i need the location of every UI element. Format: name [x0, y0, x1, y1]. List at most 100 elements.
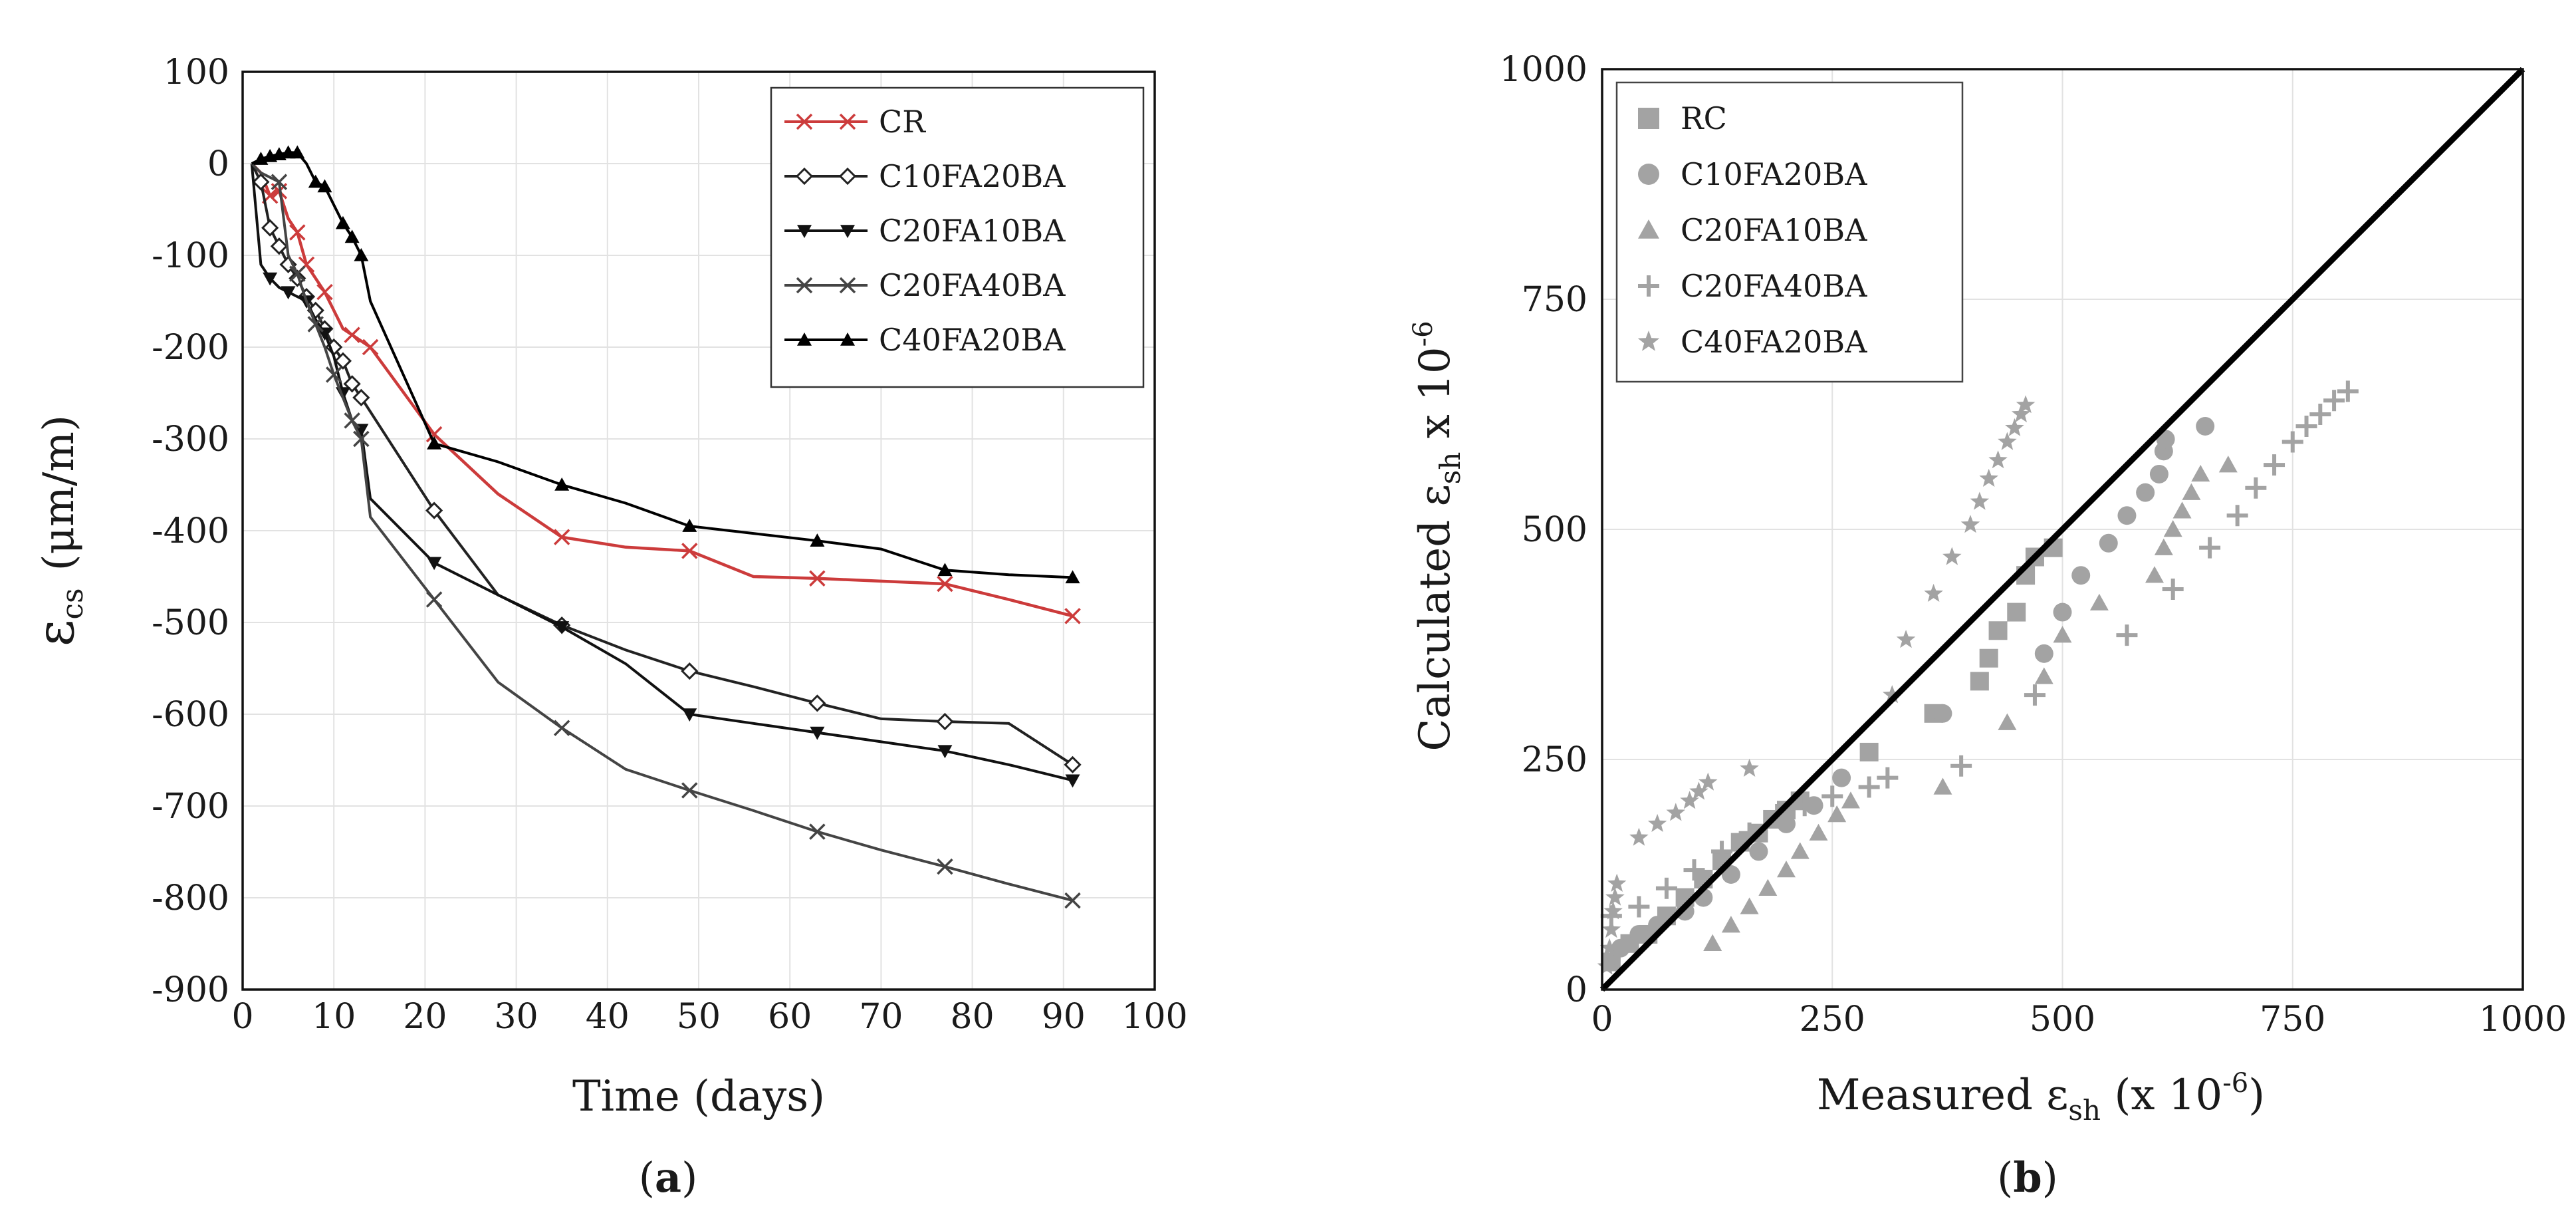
chart-a-point-C20FA40BA — [553, 720, 570, 736]
chart-b-point-C20FA40BA — [2162, 578, 2184, 600]
chart-b-point-RC — [2007, 603, 2026, 622]
chart-b-y-tick-label: 0 — [1566, 970, 1587, 1010]
chart-b-point-C20FA40BA — [2116, 624, 2138, 646]
chart-b-point-C10FA20BA — [2099, 533, 2118, 553]
chart-b-point-C40FA20BA — [1698, 772, 1718, 791]
chart-a-legend-marker-C20FA40BA-stroke — [796, 277, 813, 294]
chart-a-point-C20FA40BA — [809, 823, 826, 840]
chart-a-y-axis-label: εcs(μm/m) — [26, 415, 90, 646]
chart-a-point-C10FA20BA — [425, 501, 443, 519]
chart-b-point-C20FA40BA-stroke — [1858, 776, 1880, 798]
chart-a-point-C20FA10BA — [263, 272, 278, 286]
chart-b-point-C20FA40BA — [2295, 415, 2317, 437]
chart-b-point-RC — [1859, 742, 1879, 761]
chart-b-y-tick-label: 250 — [1522, 740, 1587, 780]
chart-a-point-C10FA20BA — [270, 237, 289, 255]
chart-b-point-C40FA20BA — [1883, 685, 1902, 704]
chart-b-y-tick-label: 1000 — [1500, 50, 1587, 90]
chart-b-point-C20FA10BA — [2218, 456, 2238, 473]
chart-b-point-C40FA20BA — [1988, 450, 2008, 469]
chart-b-point-C20FA40BA — [2264, 454, 2285, 476]
chart-a-x-tick-label: 0 — [231, 997, 253, 1037]
chart-b-point-C20FA40BA-stroke — [2323, 390, 2345, 412]
chart-b-point-C20FA10BA — [1721, 916, 1740, 933]
chart-b-x-tick-label: 750 — [2260, 1000, 2325, 1039]
chart-b-y-tick-label: 500 — [1522, 510, 1587, 550]
chart-a-point-C20FA40BA — [325, 366, 342, 383]
chart-a-point-C20FA40BA-stroke — [553, 720, 570, 736]
chart-b-point-C20FA10BA — [2154, 538, 2173, 555]
chart-a-y-tick-label: 0 — [207, 144, 229, 184]
chart-b-point-C20FA10BA — [2172, 501, 2192, 519]
chart-b-point-C20FA40BA-stroke — [2337, 380, 2359, 402]
chart-a-y-tick-label: 100 — [164, 53, 229, 92]
chart-b-legend-box — [1615, 81, 1964, 383]
chart-b-point-C40FA20BA — [1896, 630, 1916, 648]
chart-b-legend-marker-C10FA20BA — [1638, 164, 1659, 185]
chart-b-point-C20FA40BA-stroke — [2024, 684, 2046, 706]
chart-a-point-CR-stroke — [553, 529, 570, 545]
chart-b-point-C20FA40BA-stroke — [2295, 415, 2317, 437]
chart-b-point-C20FA10BA — [2034, 667, 2053, 684]
chart-a-legend-marker-C20FA40BA — [839, 277, 856, 294]
chart-b-point-C20FA10BA — [1740, 897, 1759, 914]
chart-b-point-C20FA10BA — [1777, 861, 1796, 878]
chart-a-point-C40FA20BA — [290, 145, 305, 159]
chart-a-point-C20FA40BA-stroke — [289, 265, 306, 282]
chart-a-point-C20FA10BA — [281, 286, 296, 300]
chart-a-legend-marker-CR-stroke — [839, 113, 856, 130]
chart-b-point-C40FA20BA — [1607, 873, 1627, 892]
chart-a-point-C20FA40BA-stroke — [1064, 892, 1081, 909]
chart-a-point-CR — [681, 543, 698, 559]
chart-b-plot-frame — [1601, 68, 2524, 991]
chart-a-point-CR-stroke — [344, 327, 360, 343]
chart-a-y-tick-labels: 100 0 -100 -200 -300 -400 -500 -600 -700 -800 -900 — [152, 53, 229, 1010]
chart-a-point-C20FA40BA-stroke — [937, 858, 953, 875]
chart-a-point-C10FA20BA — [261, 219, 279, 237]
chart-a-point-CR — [289, 224, 306, 241]
chart-b-point-C20FA40BA-stroke — [2245, 477, 2267, 499]
chart-b-point-C40FA20BA — [2011, 404, 2031, 423]
chart-b-point-C20FA10BA — [1933, 777, 1952, 795]
chart-b-point-C40FA20BA — [1680, 791, 1699, 809]
chart-b-point-C20FA40BA-stroke — [2162, 578, 2184, 600]
chart-b-point-C20FA40BA — [1950, 755, 1972, 777]
chart-b-legend-label-RC: RC — [1681, 100, 1727, 136]
chart-a-point-C10FA20BA — [352, 388, 370, 407]
chart-b-point-C20FA40BA-stroke — [1877, 767, 1899, 789]
chart-b-point-C40FA20BA — [1666, 803, 1686, 821]
chart-b-point-C20FA10BA — [1809, 823, 1828, 841]
chart-b-reference-line — [1599, 67, 2525, 992]
chart-b-x-tick-label: 500 — [2030, 1000, 2095, 1039]
chart-a-point-C20FA40BA — [681, 782, 698, 799]
chart-b-point-C40FA20BA — [1970, 491, 1990, 510]
chart-a-x-tick-labels: 0 10 20 30 40 50 60 70 80 90 100 — [231, 997, 1187, 1037]
chart-b-point-C20FA40BA — [2337, 380, 2359, 402]
chart-a-point-C20FA10BA — [1065, 774, 1080, 788]
chart-b-point-C40FA20BA — [1960, 515, 1980, 533]
chart-b-point-C20FA40BA-stroke — [1655, 877, 1677, 899]
chart-b-y-tick-labels: 0 250 500 750 1000 — [1500, 50, 1587, 1010]
chart-b-point-C10FA20BA — [2071, 566, 2091, 585]
chart-b-point-RC — [1970, 672, 1989, 691]
chart-a-y-tick-label: -600 — [152, 695, 229, 735]
chart-b-point-C20FA10BA — [1758, 878, 1778, 896]
chart-b-point-RC — [1988, 621, 2008, 640]
chart-a-point-C40FA20BA — [335, 215, 350, 229]
chart-a-point-C20FA40BA-stroke — [307, 316, 324, 333]
chart-b-point-C20FA40BA — [2282, 431, 2303, 453]
chart-a-plot-frame — [241, 70, 1156, 991]
chart-b-legend-marker-C20FA40BA — [1638, 275, 1659, 297]
chart-b-point-C40FA20BA — [1740, 758, 1759, 777]
chart-b-legend-marker-C20FA40BA-stroke — [1638, 275, 1659, 297]
chart-b-y-axis-label: Calculated εsh x 10-6 — [1408, 321, 1466, 751]
chart-b-x-tick-label: 0 — [1591, 1000, 1613, 1039]
chart-b-x-axis-label: Measured εsh (x 10-6) — [1817, 1068, 2265, 1127]
chart-a-point-C20FA10BA — [427, 557, 442, 571]
chart-b-point-C20FA10BA — [2191, 464, 2210, 482]
chart-a-point-C10FA20BA — [808, 694, 826, 712]
chart-b-point-C10FA20BA — [1611, 938, 1630, 958]
chart-b-point-C10FA20BA — [1749, 842, 1768, 861]
chart-b-point-C10FA20BA — [2034, 644, 2053, 663]
